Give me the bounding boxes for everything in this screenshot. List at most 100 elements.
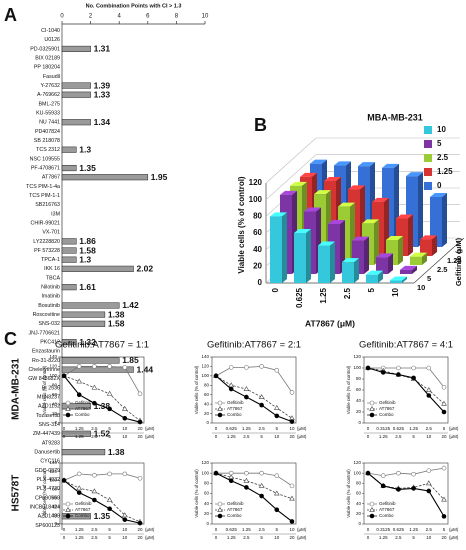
- legend-label: 0: [437, 181, 442, 190]
- bar-side: [432, 235, 437, 256]
- legend-label: Gefitinib: [227, 501, 244, 506]
- y-tick-label: 120: [49, 469, 57, 474]
- bar-top: [430, 193, 447, 197]
- legend-label: AT7867: [227, 507, 243, 512]
- x-tick-label: 2.5: [395, 535, 402, 540]
- bar-top: [352, 236, 369, 241]
- y-axis-title: Viable cells (% of control): [237, 176, 246, 274]
- y-tick-label: 120: [49, 364, 57, 369]
- marker: [273, 490, 280, 496]
- x-tick-label: 0.3125: [376, 527, 390, 532]
- legend-label: Combo: [379, 513, 394, 518]
- marker: [61, 373, 67, 379]
- marker: [244, 365, 249, 370]
- bar-top: [314, 190, 331, 195]
- marker: [91, 488, 98, 494]
- legend-label: AT7867: [75, 507, 91, 512]
- legend-marker: [217, 513, 223, 519]
- x-tick-label: 1.25: [75, 527, 84, 532]
- bar-side: [340, 220, 345, 274]
- x-tick-label: 2.5: [343, 287, 352, 299]
- category-label: PD-0325901: [30, 46, 60, 52]
- x-tick-label: 20: [137, 426, 143, 431]
- y-tick-label: 40: [52, 401, 58, 406]
- x-tick-label: 2: [89, 14, 93, 20]
- legend-marker: [369, 412, 375, 418]
- bar: [61, 45, 91, 52]
- y-tick-label: 80: [52, 486, 58, 491]
- marker: [289, 415, 295, 421]
- x-axis-title: AT7867 (μM): [305, 318, 355, 328]
- category-label: SNS-032: [39, 321, 61, 327]
- y-tick-label: 20: [52, 411, 58, 416]
- bar: [430, 197, 442, 247]
- value-label: 1.38: [108, 309, 125, 319]
- x-tick-label: 20: [137, 434, 143, 439]
- bar: [61, 238, 77, 245]
- marker: [122, 471, 128, 477]
- marker: [289, 390, 295, 395]
- x-tick-label: 0: [367, 426, 370, 431]
- x-tick-label: 0: [63, 426, 66, 431]
- category-label: U0126: [44, 37, 60, 43]
- marker: [121, 405, 128, 411]
- legend-swatch: [424, 140, 432, 148]
- marker: [289, 495, 295, 501]
- marker: [259, 493, 264, 499]
- chart-title: Gefitinib:AT7867 = 1:1: [55, 340, 149, 351]
- x-unit: (μM): [145, 535, 155, 540]
- bar-top: [376, 253, 393, 258]
- bar: [376, 257, 388, 274]
- panel-label: A: [4, 5, 17, 25]
- marker: [137, 520, 143, 526]
- series-line: [63, 375, 141, 423]
- x-tick-label: 2.5: [243, 535, 250, 540]
- y-tick-label: 20: [204, 511, 210, 516]
- bar-top: [294, 229, 311, 233]
- marker: [441, 514, 447, 519]
- legend-marker: [217, 501, 223, 507]
- x-unit: (μM): [449, 426, 459, 431]
- x-unit: (μM): [449, 527, 459, 532]
- bar: [61, 164, 77, 172]
- marker: [289, 419, 295, 424]
- legend-label: Combo: [227, 412, 242, 417]
- value-label: 1.38: [108, 447, 125, 457]
- category-label: MLN8237: [37, 395, 60, 401]
- y-tick-label: 100: [249, 195, 263, 204]
- x-tick-label: 6: [146, 14, 150, 20]
- marker: [380, 473, 386, 479]
- marker: [244, 394, 249, 400]
- marker: [411, 486, 416, 491]
- marker: [441, 409, 447, 415]
- legend-label: 2.5: [437, 153, 449, 162]
- series-line: [63, 366, 141, 394]
- x-tick-label: 0: [215, 527, 218, 532]
- legend-swatch: [424, 182, 432, 190]
- x-tick-label: 5: [443, 426, 446, 431]
- legend-marker: [369, 405, 375, 411]
- y-tick-label: 140: [49, 460, 57, 465]
- bar-side: [442, 193, 447, 247]
- grid-line: [265, 154, 460, 200]
- y-tick-label: 20: [204, 411, 210, 416]
- y-tick-label: 100: [49, 373, 57, 378]
- category-label: NSC 109555: [30, 156, 60, 162]
- z-tick-label: 0: [457, 247, 461, 256]
- category-label: Ro-31-8220: [32, 358, 60, 364]
- plot-frame: [59, 462, 145, 525]
- marker: [396, 372, 401, 377]
- x-tick-label: 5: [260, 434, 263, 439]
- marker: [92, 364, 97, 369]
- marker: [396, 487, 401, 492]
- x-tick-label: 0: [63, 527, 66, 532]
- marker: [122, 365, 128, 370]
- marker: [228, 365, 234, 370]
- category-label: TCS PIM-1-1: [29, 193, 60, 199]
- legend-label: Gefitinib: [75, 501, 92, 506]
- marker: [122, 517, 128, 522]
- bar-side: [330, 241, 335, 283]
- marker: [380, 483, 386, 489]
- marker: [411, 375, 416, 381]
- bar-side: [388, 253, 393, 274]
